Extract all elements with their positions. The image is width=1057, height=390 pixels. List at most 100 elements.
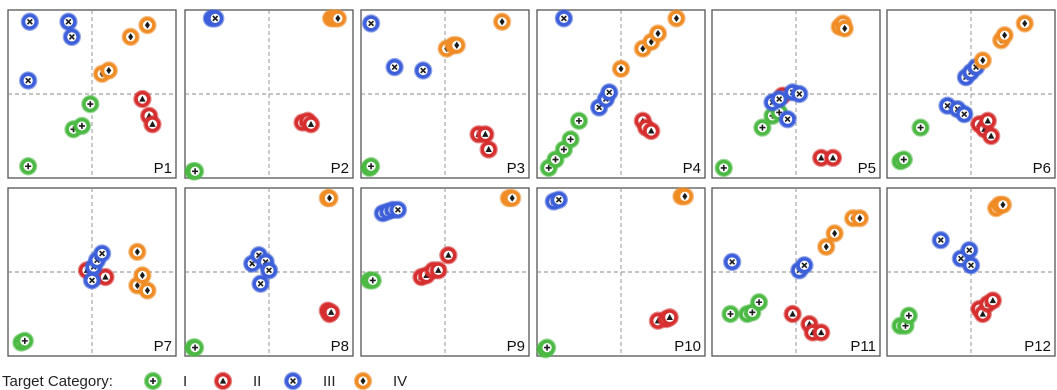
data-point-ii: [439, 246, 458, 265]
data-point-iii: [388, 200, 408, 220]
data-point-iii: [82, 271, 102, 290]
data-point-ii: [660, 308, 679, 327]
panel-points: [12, 242, 157, 352]
data-point-ii: [812, 323, 831, 342]
data-point-ii: [642, 121, 661, 141]
panel-p9: P9: [360, 187, 530, 357]
panel-p4: P4: [536, 9, 706, 179]
data-point-i: [894, 150, 913, 169]
data-point-iii: [361, 14, 381, 33]
cross-circle-icon: [283, 371, 303, 390]
panel-grid: P1 P2 P3 P4 P5 P6 P7 P8 P9 P10 P11 P12: [7, 9, 1056, 359]
data-point-iv: [973, 51, 992, 70]
panel-p10: P10: [536, 187, 706, 359]
data-point-iv: [648, 24, 668, 43]
legend-label: IV: [393, 373, 407, 390]
data-point-iii: [20, 12, 40, 31]
data-point-iii: [554, 9, 574, 28]
panel-points: [536, 187, 695, 359]
panel-points: [714, 14, 854, 178]
legend-title: Target Category:: [2, 373, 113, 390]
data-point-iv: [611, 59, 631, 78]
panel-points: [891, 14, 1034, 171]
data-point-iv: [447, 36, 466, 55]
panel-label: P2: [331, 160, 349, 177]
panel-points: [360, 188, 522, 290]
data-point-iii: [413, 61, 433, 80]
panel-points: [360, 12, 512, 178]
legend: Target Category: I II III IV: [2, 371, 407, 390]
data-point-i: [363, 271, 382, 290]
data-point-iii: [259, 261, 279, 280]
data-point-ii: [983, 291, 1003, 310]
panel-label: P11: [850, 338, 876, 355]
legend-entry-i: I: [143, 371, 187, 390]
data-point-iv: [503, 188, 522, 208]
data-point-ii: [978, 111, 997, 131]
legend-label: II: [253, 373, 261, 390]
panel-label: P5: [858, 160, 876, 177]
panel-p12: P12: [886, 187, 1056, 357]
data-point-iii: [62, 27, 82, 47]
panel-p5: P5: [711, 9, 881, 179]
data-point-iii: [961, 256, 981, 275]
legend-label: I: [183, 373, 187, 390]
data-point-iii: [931, 230, 950, 250]
panel-label: P9: [507, 338, 525, 355]
data-point-iii: [722, 252, 742, 272]
panel-label: P8: [331, 338, 349, 355]
triangle-circle-icon: [213, 371, 233, 390]
data-point-iii: [795, 256, 814, 275]
data-point-ii: [476, 125, 495, 144]
panel-points: [184, 188, 341, 357]
panel-p3: P3: [360, 9, 530, 179]
data-point-iv: [99, 61, 119, 80]
data-point-ii: [133, 89, 152, 109]
data-point-ii: [479, 140, 498, 159]
data-point-ii: [321, 303, 341, 322]
data-point-i: [899, 306, 919, 325]
legend-entry-ii: II: [213, 371, 261, 390]
data-point-iii: [960, 240, 979, 260]
data-point-iii: [206, 9, 225, 28]
data-point-i: [185, 162, 205, 181]
data-point-i: [569, 111, 589, 131]
data-point-iii: [92, 244, 112, 263]
data-point-iii: [600, 83, 619, 102]
data-point-iv: [133, 266, 152, 285]
panel-label: P4: [683, 160, 701, 177]
data-point-ii: [981, 126, 1001, 146]
plus-circle-icon: [143, 371, 163, 390]
data-point-iv: [667, 9, 686, 28]
data-point-iii: [251, 274, 270, 293]
legend-entry-iii: III: [283, 371, 336, 390]
panel-p8: P8: [184, 187, 354, 357]
data-point-iii: [549, 190, 569, 209]
panel-points: [539, 9, 686, 178]
panel-label: P10: [674, 338, 701, 355]
data-point-iv: [121, 27, 140, 47]
data-point-iv: [492, 12, 512, 31]
panel-points: [891, 195, 1013, 335]
data-point-i: [537, 338, 557, 357]
data-point-iv: [320, 188, 339, 208]
panel-points: [721, 209, 870, 342]
data-point-iii: [790, 84, 809, 104]
panel-points: [18, 12, 162, 176]
panel-p7: P7: [7, 187, 177, 357]
data-point-iv: [835, 19, 854, 38]
data-point-iv: [128, 242, 147, 262]
panel-label: P6: [1033, 160, 1051, 177]
panel-label: P12: [1024, 338, 1051, 355]
data-point-iv: [675, 187, 695, 206]
data-point-i: [361, 157, 381, 176]
data-point-i: [749, 293, 769, 312]
data-point-i: [18, 157, 38, 176]
panel-p11: P11: [711, 187, 881, 357]
data-point-i: [561, 130, 580, 149]
panel-p6: P6: [886, 9, 1056, 179]
data-point-i: [714, 158, 733, 178]
legend-entry-iv: IV: [353, 371, 407, 390]
panel-label: P3: [507, 160, 525, 177]
